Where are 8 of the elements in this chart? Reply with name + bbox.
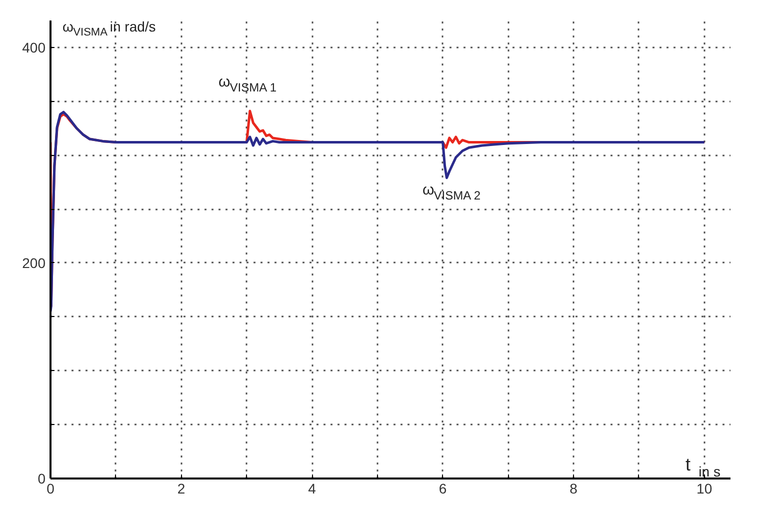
x-tick-label: 4 (308, 480, 316, 496)
x-tick-label: 8 (570, 480, 578, 496)
y-tick-label: 0 (38, 470, 46, 486)
x-tick-label: 6 (438, 480, 447, 496)
x-tick-label: 2 (177, 480, 186, 496)
x-tick-label: 10 (696, 480, 712, 496)
y-tick-label: 400 (22, 39, 46, 56)
y-tick-label: 200 (22, 254, 46, 271)
